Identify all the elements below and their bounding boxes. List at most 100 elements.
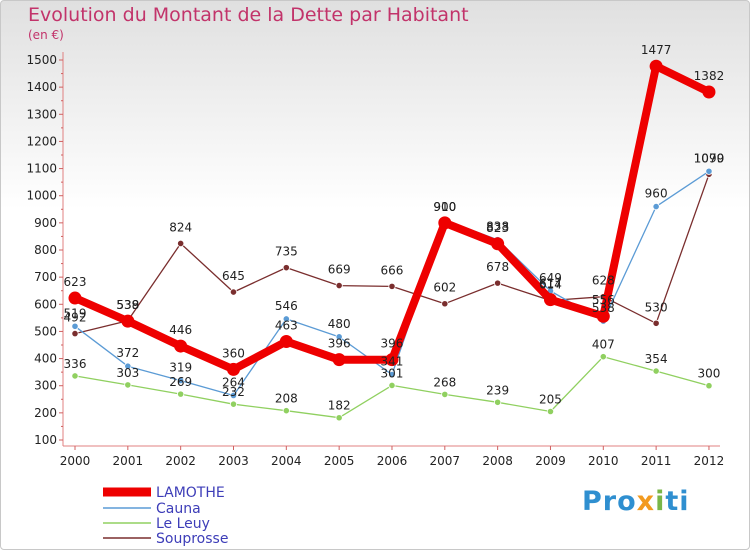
y-tick-label: 1400 xyxy=(26,80,57,94)
data-label: 617 xyxy=(539,277,562,291)
data-label: 480 xyxy=(328,317,351,331)
data-label: 268 xyxy=(433,375,456,389)
data-label: 492 xyxy=(64,311,87,325)
x-tick-label: 2008 xyxy=(482,454,513,468)
data-label: 319 xyxy=(169,361,192,375)
data-point xyxy=(652,202,660,211)
data-label: 303 xyxy=(116,366,139,380)
data-label: 269 xyxy=(169,375,192,389)
data-label: 614 xyxy=(539,277,562,291)
y-tick-label: 1500 xyxy=(26,53,57,67)
data-label: 232 xyxy=(222,385,245,399)
data-point xyxy=(68,291,82,305)
data-point xyxy=(282,407,290,415)
x-tick-label: 2010 xyxy=(588,454,619,468)
data-point xyxy=(546,407,555,416)
data-point xyxy=(174,339,188,353)
y-tick-label: 800 xyxy=(34,243,57,257)
data-point xyxy=(388,381,396,390)
data-label: 735 xyxy=(275,245,298,259)
legend-label: LAMOTHE xyxy=(156,485,225,501)
y-tick-label: 600 xyxy=(34,297,57,311)
data-label: 538 xyxy=(592,301,615,315)
x-tick-label: 2011 xyxy=(641,454,672,468)
data-point xyxy=(385,353,399,367)
data-label: 205 xyxy=(539,393,562,407)
data-label: 396 xyxy=(328,337,351,351)
data-label: 823 xyxy=(486,221,509,235)
data-label: 1382 xyxy=(694,69,725,83)
x-tick-label: 2004 xyxy=(271,454,302,468)
data-point xyxy=(705,167,713,175)
data-point xyxy=(491,237,505,251)
x-tick-label: 2007 xyxy=(430,454,461,468)
y-tick-label: 1200 xyxy=(26,134,57,148)
data-label: 538 xyxy=(116,298,139,312)
y-tick-label: 900 xyxy=(34,216,57,230)
data-label: 669 xyxy=(328,263,351,277)
legend-label: Cauna xyxy=(156,501,201,517)
data-point xyxy=(229,391,238,400)
data-point xyxy=(124,362,132,370)
data-label: 1090 xyxy=(694,151,725,165)
data-point xyxy=(121,314,135,328)
data-point xyxy=(332,353,346,367)
data-point xyxy=(596,309,610,323)
legend-label: Le Leuy xyxy=(156,516,210,532)
data-label: 1079 xyxy=(694,151,725,165)
y-tick-label: 400 xyxy=(34,352,57,366)
data-label: 623 xyxy=(64,275,87,289)
data-label: 182 xyxy=(328,399,351,413)
data-label: 301 xyxy=(381,366,404,380)
x-tick-label: 2003 xyxy=(218,454,249,468)
x-tick-label: 2009 xyxy=(535,454,566,468)
data-point xyxy=(441,390,449,398)
data-point xyxy=(282,264,290,272)
data-label: 208 xyxy=(275,392,298,406)
y-tick-label: 100 xyxy=(34,433,57,447)
data-label: 910 xyxy=(433,200,456,214)
data-label: 360 xyxy=(222,346,245,360)
data-label: 446 xyxy=(169,323,192,337)
data-point xyxy=(652,367,660,375)
data-label: 645 xyxy=(222,269,245,283)
data-point xyxy=(177,376,185,385)
data-label: 1477 xyxy=(641,43,672,57)
y-tick-label: 1000 xyxy=(26,189,57,203)
data-point xyxy=(599,353,607,361)
data-label: 463 xyxy=(275,318,298,332)
data-label: 628 xyxy=(592,274,615,288)
x-tick-label: 2001 xyxy=(113,454,144,468)
data-point xyxy=(543,293,557,307)
x-tick-label: 2002 xyxy=(165,454,196,468)
data-label: 960 xyxy=(645,187,668,201)
data-point xyxy=(335,333,343,341)
x-tick-label: 2006 xyxy=(377,454,408,468)
data-point xyxy=(71,372,79,380)
data-label: 602 xyxy=(433,281,456,295)
chart-title: Evolution du Montant de la Dette par Hab… xyxy=(28,4,469,26)
logo-part: ti xyxy=(665,486,690,517)
data-label: 341 xyxy=(381,355,404,369)
x-tick-label: 2005 xyxy=(324,454,355,468)
data-label: 556 xyxy=(592,293,615,307)
data-point xyxy=(335,281,343,290)
y-tick-label: 1100 xyxy=(26,162,57,176)
data-label: 300 xyxy=(698,367,721,381)
data-point xyxy=(702,85,716,99)
y-tick-label: 700 xyxy=(34,270,57,284)
x-tick-label: 2000 xyxy=(60,454,91,468)
data-label: 407 xyxy=(592,338,615,352)
data-point xyxy=(441,300,449,308)
y-tick-label: 1300 xyxy=(26,107,57,121)
proxiti-logo: Proxiti xyxy=(582,486,690,517)
data-point xyxy=(279,334,293,348)
data-label: 530 xyxy=(645,300,668,314)
data-point xyxy=(335,414,343,422)
x-tick-label: 2012 xyxy=(694,454,725,468)
data-point xyxy=(229,288,238,296)
y-tick-label: 300 xyxy=(34,379,57,393)
y-tick-label: 500 xyxy=(34,324,57,338)
logo-part: x xyxy=(636,486,656,517)
